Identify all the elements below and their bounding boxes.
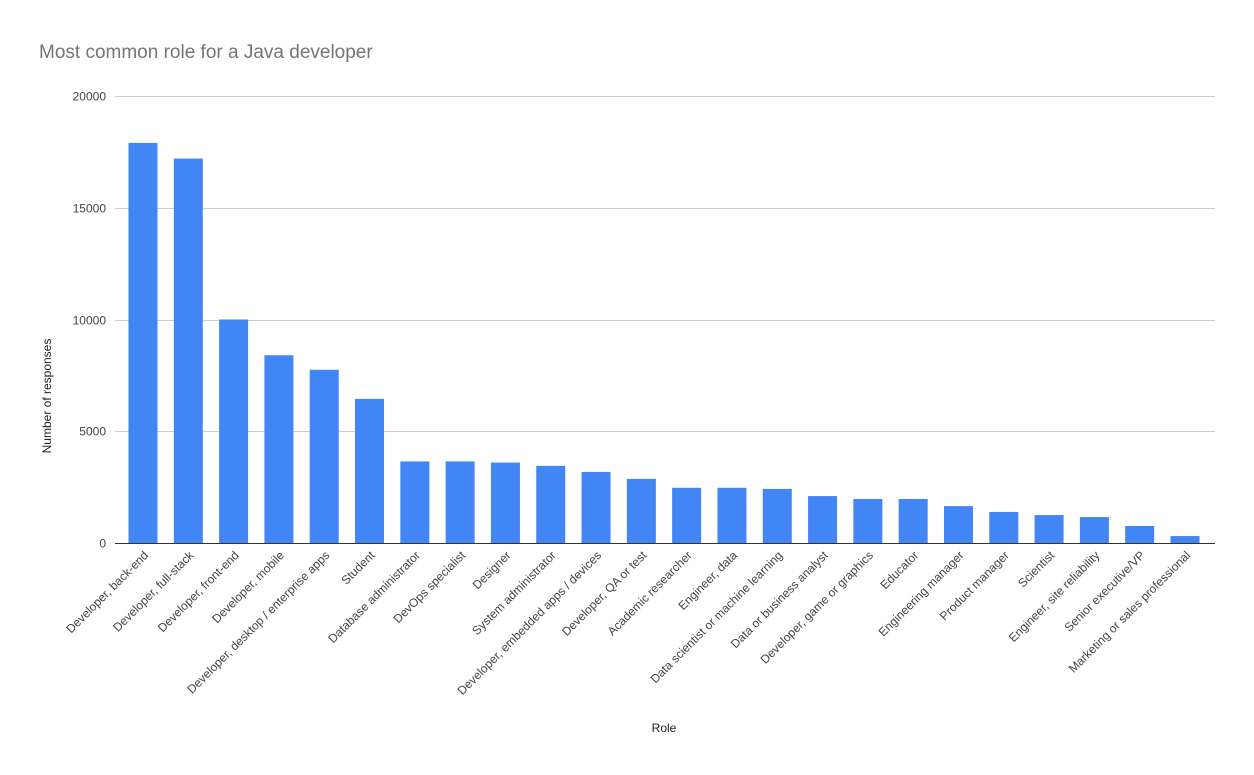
- bar: [219, 319, 249, 543]
- bar: [355, 398, 385, 543]
- bar: [1125, 526, 1155, 543]
- y-tick-label: 0: [99, 537, 106, 551]
- bar: [717, 487, 747, 543]
- y-axis-ticks: 0 5000 10000 15000 20000: [73, 90, 107, 551]
- bar: [128, 142, 158, 543]
- bar: [853, 498, 883, 543]
- bar: [1034, 515, 1064, 543]
- bar: [581, 471, 611, 543]
- bar: [808, 496, 838, 543]
- x-tick-label: Student: [338, 548, 378, 588]
- bar: [898, 498, 928, 543]
- x-tick-label: Developer, full-stack: [110, 548, 197, 635]
- x-tick-label: Developer, QA or test: [559, 548, 650, 639]
- x-tick-label: Engineer, site reliability: [1006, 548, 1103, 645]
- bar: [943, 506, 973, 543]
- bar: [536, 465, 566, 543]
- gridlines: [115, 96, 1215, 432]
- bar: [400, 461, 430, 543]
- y-axis-label: Number of responses: [40, 339, 54, 454]
- bar: [626, 478, 656, 543]
- bar: [762, 488, 792, 543]
- bar: [173, 158, 203, 543]
- bar: [309, 369, 339, 543]
- bar: [445, 461, 475, 543]
- bar: [490, 462, 520, 543]
- bar: [1170, 536, 1200, 543]
- y-tick-label: 15000: [73, 202, 107, 216]
- x-tick-label: Developer, back-end: [63, 548, 151, 636]
- x-tick-label: Engineering manager: [876, 548, 967, 639]
- x-tick-label: System administrator: [469, 548, 559, 638]
- bar: [1079, 517, 1109, 543]
- chart-title: Most common role for a Java developer: [39, 42, 373, 63]
- x-tick-label: Scientist: [1015, 548, 1057, 590]
- x-tick-label: Designer: [470, 548, 514, 592]
- x-tick-label: Senior executive/VP: [1062, 548, 1148, 634]
- bar: [672, 487, 702, 543]
- x-tick-label: Developer, front-end: [155, 548, 242, 635]
- bars: [128, 142, 1200, 543]
- x-axis-label: Role: [652, 721, 677, 735]
- x-tick-label: Educator: [877, 548, 921, 592]
- bar: [264, 355, 294, 543]
- x-tick-label: Academic researcher: [605, 548, 695, 638]
- y-tick-label: 5000: [79, 425, 106, 439]
- y-tick-label: 20000: [73, 90, 107, 104]
- bar: [989, 511, 1019, 543]
- y-tick-label: 10000: [73, 314, 107, 328]
